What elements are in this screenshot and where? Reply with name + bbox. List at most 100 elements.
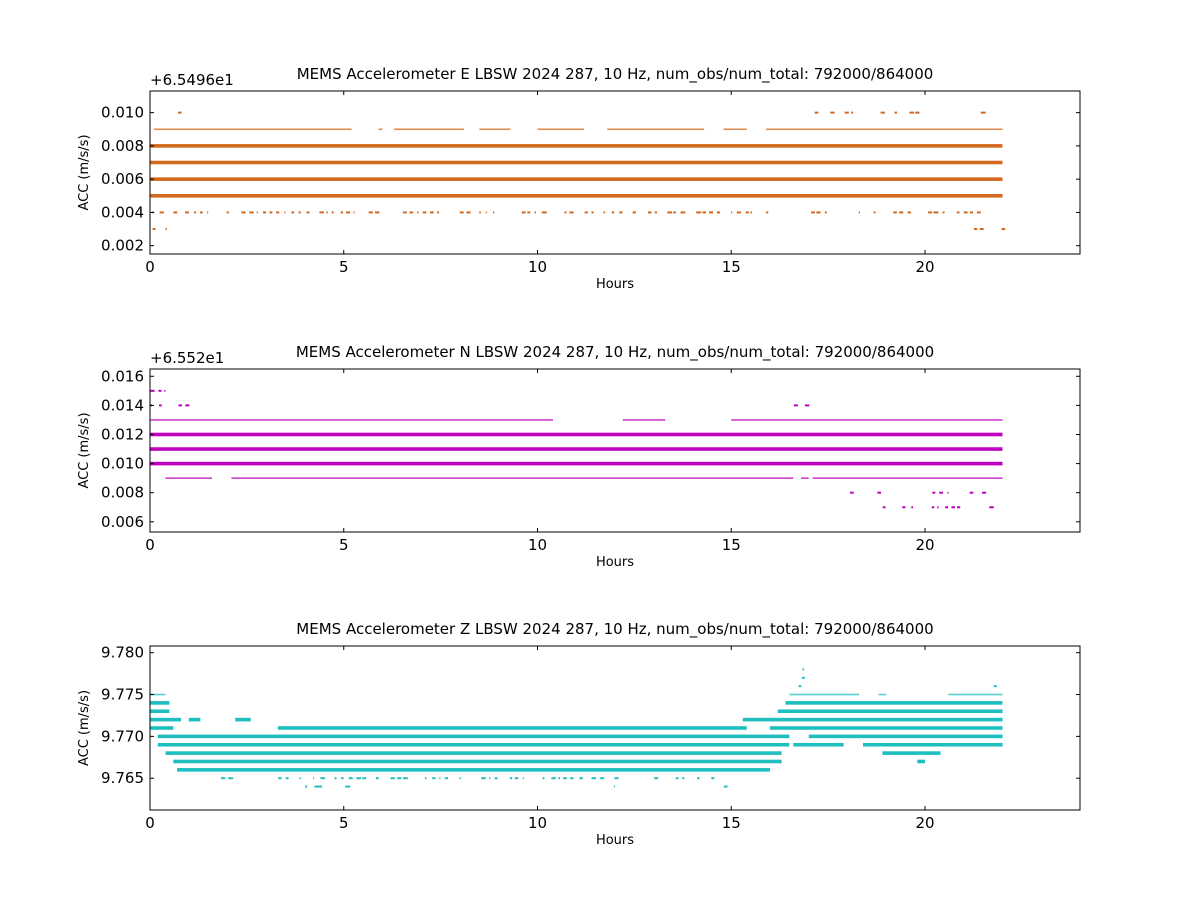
series-band <box>150 709 170 714</box>
data-point <box>514 777 519 780</box>
data-point <box>221 777 226 780</box>
series-band <box>378 128 383 131</box>
series-band <box>622 419 666 421</box>
data-point <box>340 211 343 214</box>
data-point <box>459 211 464 214</box>
data-point <box>579 777 583 780</box>
data-point <box>362 777 367 780</box>
data-point <box>466 211 471 214</box>
data-point <box>313 777 315 780</box>
data-point <box>291 211 295 214</box>
y-tick-label: 0.014 <box>101 396 144 414</box>
data-point <box>459 777 461 780</box>
data-point <box>570 777 574 780</box>
x-tick-label: 15 <box>722 814 741 832</box>
series-band <box>150 726 174 730</box>
data-point <box>711 777 715 780</box>
data-point <box>584 211 588 214</box>
y-tick-label: 0.010 <box>101 455 144 473</box>
data-point <box>673 211 676 214</box>
data-point <box>534 211 536 214</box>
series-band <box>150 160 1003 165</box>
data-point <box>305 785 308 788</box>
data-point <box>185 404 190 407</box>
chart-title: MEMS Accelerometer N LBSW 2024 287, 10 H… <box>296 343 934 362</box>
data-point <box>319 211 324 214</box>
data-point <box>750 211 752 214</box>
data-point <box>702 211 707 214</box>
data-point <box>893 211 897 214</box>
data-point <box>551 777 556 780</box>
series-band <box>235 717 251 722</box>
data-point <box>356 777 362 780</box>
data-point <box>522 777 524 780</box>
data-point <box>326 211 328 214</box>
series-band <box>165 751 782 755</box>
series-band <box>153 128 352 131</box>
data-point <box>902 506 906 509</box>
y-tick-label: 9.770 <box>101 727 144 745</box>
data-point <box>915 111 920 114</box>
series-band <box>277 726 747 730</box>
data-point <box>928 211 933 214</box>
data-point <box>152 228 156 231</box>
x-tick-label: 5 <box>339 814 349 832</box>
series-band <box>150 693 166 696</box>
y-tick-label: 0.012 <box>101 425 144 443</box>
data-point <box>432 777 436 780</box>
data-point <box>933 211 939 214</box>
data-point <box>680 211 686 214</box>
data-point <box>269 211 273 214</box>
data-point <box>745 211 749 214</box>
data-point <box>877 491 882 494</box>
plot-frame <box>149 645 1081 811</box>
series-band <box>150 717 181 722</box>
y-tick-label: 0.004 <box>101 203 144 221</box>
y-offset-label: +6.552e1 <box>150 349 224 367</box>
data-point <box>542 777 545 780</box>
data-point <box>159 211 164 214</box>
data-point <box>368 211 373 214</box>
data-point <box>947 491 949 494</box>
data-point <box>697 777 700 780</box>
data-point <box>569 211 574 214</box>
data-point <box>830 111 835 114</box>
data-point <box>331 211 334 214</box>
data-point <box>150 389 155 392</box>
x-tick-label: 5 <box>339 258 349 276</box>
data-point <box>278 777 282 780</box>
data-point <box>397 777 402 780</box>
data-point <box>814 111 819 114</box>
data-point <box>613 785 615 788</box>
data-point <box>611 211 615 214</box>
x-tick-label: 5 <box>339 536 349 554</box>
data-point <box>989 506 994 509</box>
data-point <box>353 211 355 214</box>
series-band <box>607 128 705 131</box>
data-point <box>374 211 380 214</box>
series-band <box>188 717 201 722</box>
data-point <box>207 211 209 214</box>
series-band <box>777 709 1003 714</box>
series-band <box>723 128 747 131</box>
data-point <box>241 211 246 214</box>
data-point <box>314 785 320 788</box>
series-band <box>165 477 212 479</box>
data-point <box>880 111 885 114</box>
data-point <box>956 506 961 509</box>
data-point <box>564 211 567 214</box>
y-tick-label: 0.008 <box>101 137 144 155</box>
series-band <box>157 742 790 747</box>
data-point <box>178 404 182 407</box>
chart-panel-3: 0 5 10 15 20 9.765 9.770 9.775 9.780 MEMS Acceler… <box>77 620 1081 848</box>
data-point <box>603 211 605 214</box>
series-band <box>177 768 770 772</box>
data-point <box>173 211 178 214</box>
x-tick-label: 20 <box>915 814 934 832</box>
data-point <box>527 211 531 214</box>
data-point <box>675 777 679 780</box>
data-point <box>963 211 968 214</box>
data-point <box>907 211 912 214</box>
data-point <box>682 777 685 780</box>
x-tick-label: 10 <box>528 536 547 554</box>
